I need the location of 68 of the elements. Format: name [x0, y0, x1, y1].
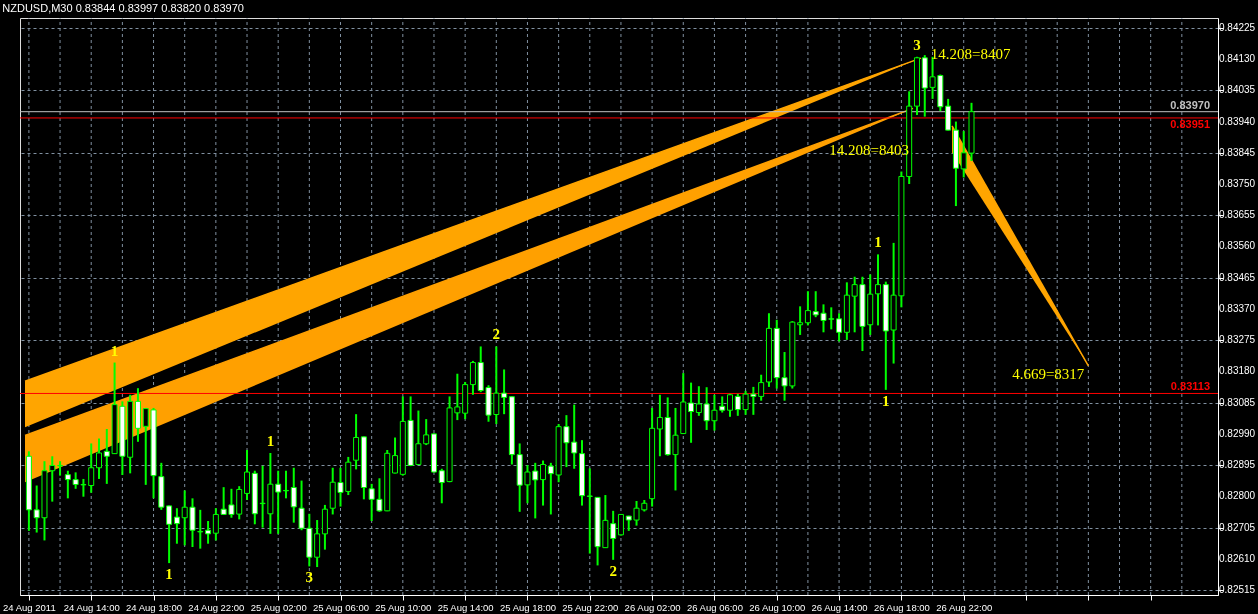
- candlestick: [688, 381, 695, 444]
- annotation: 2: [492, 326, 501, 343]
- x-tick-label: 25 Aug 14:00: [437, 601, 494, 613]
- candlestick: [314, 519, 321, 569]
- x-tick-label: 26 Aug 02:00: [624, 601, 681, 613]
- annotation: 4.669=8317: [1012, 365, 1085, 382]
- x-tick-label: 25 Aug 22:00: [562, 601, 619, 613]
- candlestick: [392, 436, 399, 475]
- candlestick: [244, 449, 251, 501]
- y-tick-label: 0.83655: [1219, 209, 1256, 221]
- candlestick: [875, 253, 882, 327]
- candlestick: [96, 437, 103, 480]
- candlestick: [166, 504, 173, 565]
- x-tick-label: 24 Aug 18:00: [126, 601, 183, 613]
- candlestick: [797, 305, 804, 336]
- candlestick: [836, 312, 843, 343]
- candlestick: [804, 290, 811, 327]
- annotation: 14.208=8407: [930, 46, 1012, 63]
- y-tick-label: 0.83465: [1219, 271, 1256, 283]
- candlestick: [586, 467, 593, 555]
- ref-line-label: 0.83113: [1170, 380, 1210, 393]
- candlestick: [197, 508, 204, 550]
- y-tick-label: 0.83275: [1219, 334, 1256, 346]
- y-tick-label: 0.83370: [1219, 302, 1256, 314]
- annotation: 1: [882, 392, 890, 409]
- chart-title: NZDUSD,M30 0.83844 0.83997 0.83820 0.83970: [2, 1, 244, 14]
- y-tick-label: 0.84035: [1219, 84, 1256, 96]
- x-tick-label: 24 Aug 2011: [3, 601, 56, 613]
- y-tick-label: 0.83560: [1219, 240, 1256, 252]
- y-tick-label: 0.83940: [1219, 115, 1256, 127]
- x-tick-label: 25 Aug 06:00: [313, 601, 369, 613]
- annotation: 3: [305, 569, 314, 586]
- x-tick-label: 25 Aug 18:00: [499, 601, 556, 613]
- y-tick-label: 0.83750: [1219, 178, 1256, 190]
- y-tick-label: 0.82515: [1219, 584, 1256, 596]
- candlestick: [501, 368, 508, 416]
- annotation: 1: [874, 234, 882, 251]
- x-tick-label: 24 Aug 22:00: [188, 601, 245, 613]
- ref-line-label: 0.83970: [1170, 98, 1210, 111]
- ref-line-label: 0.83951: [1170, 117, 1210, 130]
- candlestick: [290, 466, 297, 524]
- annotation: 3: [913, 36, 921, 53]
- annotation: 1: [165, 566, 173, 583]
- x-tick-label: 24 Aug 14:00: [63, 601, 120, 613]
- x-tick-label: 26 Aug 18:00: [873, 601, 930, 613]
- y-tick-label: 0.84130: [1219, 53, 1256, 65]
- x-tick-label: 26 Aug 06:00: [686, 601, 743, 613]
- y-tick-label: 0.82895: [1219, 459, 1256, 471]
- y-tick-label: 0.84225: [1219, 21, 1256, 33]
- x-tick-label: 26 Aug 22:00: [936, 601, 993, 613]
- x-tick-label: 25 Aug 10:00: [375, 601, 432, 613]
- y-tick-label: 0.83845: [1219, 146, 1256, 158]
- y-tick-label: 0.83180: [1219, 365, 1256, 377]
- y-tick-label: 0.82990: [1219, 427, 1256, 439]
- y-tick-label: 0.82800: [1219, 490, 1256, 502]
- candlestick: [656, 393, 663, 458]
- x-tick-label: 25 Aug 02:00: [250, 601, 307, 613]
- candlestick: [353, 413, 360, 471]
- candlestick: [540, 459, 547, 507]
- y-tick-label: 0.82705: [1219, 521, 1256, 533]
- candlestick: [469, 359, 476, 396]
- y-tick-label: 0.83085: [1219, 396, 1256, 408]
- annotation: 2: [609, 562, 617, 579]
- candlestick: [173, 507, 180, 545]
- annotation: 1: [266, 432, 275, 449]
- y-tick-label: 0.82610: [1219, 552, 1256, 564]
- x-tick-label: 26 Aug 10:00: [749, 601, 806, 613]
- x-tick-label: 26 Aug 14:00: [811, 601, 868, 613]
